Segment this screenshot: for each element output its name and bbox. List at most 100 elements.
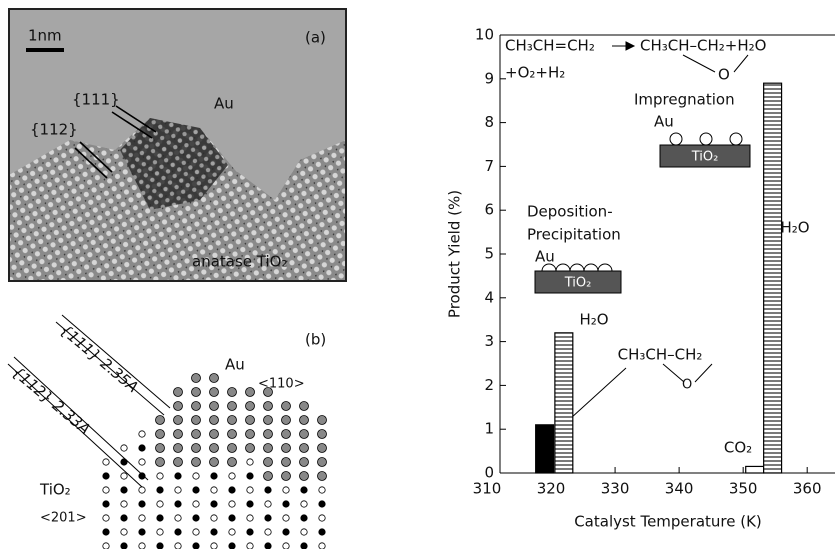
- atom: [103, 543, 109, 549]
- atom: [301, 543, 307, 549]
- atom: [228, 388, 237, 397]
- atom: [174, 458, 183, 467]
- au-particles: [670, 133, 742, 145]
- atom: [264, 444, 273, 453]
- atom: [175, 501, 181, 507]
- lattice-model: [103, 374, 327, 550]
- atom: [300, 472, 309, 481]
- plane-label: {112} 2.33A: [9, 363, 94, 439]
- atom: [319, 529, 325, 535]
- atom: [139, 515, 145, 521]
- atom: [282, 416, 291, 425]
- x-tick-label: 350: [729, 480, 758, 498]
- atom: [301, 529, 307, 535]
- atom: [192, 430, 201, 439]
- y-tick-label: 2: [484, 376, 494, 394]
- atom: [210, 430, 219, 439]
- atom: [192, 458, 201, 467]
- atom: [300, 430, 309, 439]
- atom: [174, 444, 183, 453]
- atom: [103, 501, 109, 507]
- x-tick-label: 330: [601, 480, 630, 498]
- bar: [746, 466, 764, 473]
- atom: [319, 515, 325, 521]
- metal-label: Au: [535, 248, 555, 266]
- reaction-arrow: [612, 42, 634, 50]
- atom: [282, 402, 291, 411]
- atom: [264, 402, 273, 411]
- atom: [174, 388, 183, 397]
- atom: [246, 416, 255, 425]
- epoxide-oxygen: O: [718, 66, 730, 84]
- plane-label: {112}: [30, 121, 78, 139]
- atom: [264, 472, 273, 481]
- atom: [246, 402, 255, 411]
- bar: [536, 425, 554, 473]
- atom: [103, 487, 109, 493]
- atom: [246, 444, 255, 453]
- atom: [264, 416, 273, 425]
- atom: [229, 501, 235, 507]
- atom: [193, 543, 199, 549]
- atom: [265, 501, 271, 507]
- atom: [157, 529, 163, 535]
- y-tick-label: 3: [484, 332, 494, 350]
- support-label: anatase TiO₂: [192, 253, 287, 271]
- metal-label: Au: [654, 113, 674, 131]
- reaction-reactant: CH₃CH=CH₂: [505, 37, 595, 55]
- atom: [282, 458, 291, 467]
- atom: [121, 473, 127, 479]
- atom: [175, 473, 181, 479]
- atom: [228, 458, 237, 467]
- atom: [210, 388, 219, 397]
- atom: [265, 515, 271, 521]
- reaction-cofeed: +O₂+H₂: [505, 64, 565, 82]
- panel-label: (a): [305, 29, 326, 47]
- atom: [246, 430, 255, 439]
- atom: [300, 416, 309, 425]
- scale-label: 1nm: [28, 27, 62, 45]
- atom: [192, 388, 201, 397]
- atom: [211, 501, 217, 507]
- atom: [319, 487, 325, 493]
- atom: [300, 458, 309, 467]
- atom: [301, 487, 307, 493]
- atom: [175, 487, 181, 493]
- atom: [139, 529, 145, 535]
- y-axis-label: Product Yield (%): [446, 190, 464, 318]
- atom: [265, 487, 271, 493]
- atom: [318, 472, 327, 481]
- atom: [318, 444, 327, 453]
- atom: [319, 543, 325, 549]
- atom: [300, 402, 309, 411]
- atom: [103, 515, 109, 521]
- atom: [247, 473, 253, 479]
- atom: [301, 515, 307, 521]
- atom: [139, 445, 145, 451]
- atom: [282, 472, 291, 481]
- bar-label: H₂O: [579, 311, 608, 329]
- bar-label: H₂O: [780, 219, 809, 237]
- atom: [156, 416, 165, 425]
- atom: [318, 416, 327, 425]
- x-tick-label: 320: [537, 480, 566, 498]
- atom: [283, 487, 289, 493]
- atom: [103, 529, 109, 535]
- atom: [193, 515, 199, 521]
- atom: [228, 430, 237, 439]
- atom: [103, 473, 109, 479]
- atom: [139, 543, 145, 549]
- atom: [229, 473, 235, 479]
- atom: [228, 444, 237, 453]
- atom: [157, 543, 163, 549]
- y-tick-label: 5: [484, 245, 494, 263]
- plane-annotation: {112} 2.33A: [9, 363, 94, 439]
- atom: [265, 529, 271, 535]
- y-tick-label: 9: [484, 69, 494, 87]
- atom: [192, 444, 201, 453]
- plane-label: {111}: [72, 91, 120, 109]
- atom: [283, 501, 289, 507]
- atom: [175, 515, 181, 521]
- atom: [318, 430, 327, 439]
